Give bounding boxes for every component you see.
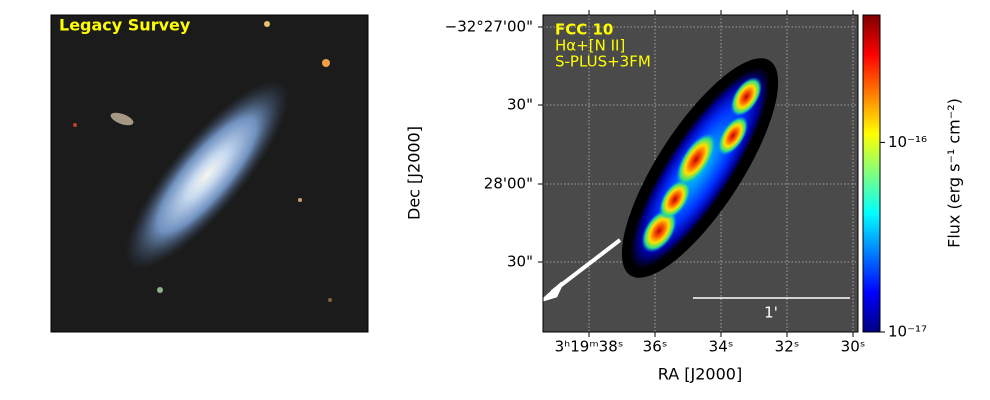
colorbar-tick-label: 10⁻¹⁷ — [888, 323, 927, 341]
y-tick-label: 30" — [507, 253, 533, 271]
y-tick-label: 30" — [507, 96, 533, 114]
x-axis-label: RA [J2000] — [658, 365, 742, 384]
x-tick-label: 30ˢ — [841, 338, 866, 356]
map-title: FCC 10 — [555, 21, 613, 39]
y-tick-label: −32°27'00" — [445, 18, 533, 36]
colorbar-label: Flux (erg s⁻¹ cm⁻²) — [945, 98, 964, 248]
emission-line: Hα+[N II] — [555, 37, 625, 55]
halpha-map: 1' FCC 10 Hα+[N II] S-PLUS+3FM RA [J2000… — [405, 14, 859, 384]
scale-bar-label: 1' — [764, 304, 778, 322]
colorbar: Flux (erg s⁻¹ cm⁻²) 10⁻¹⁷ 10⁻¹⁶ — [862, 14, 964, 341]
panel-label: Legacy Survey — [59, 16, 191, 35]
colorbar-tick-label: 10⁻¹⁶ — [888, 133, 927, 151]
y-tick-label: 28'00" — [484, 175, 533, 193]
x-tick-label: 3ʰ19ᵐ38ˢ — [555, 338, 624, 356]
y-axis-label: Dec [J2000] — [405, 126, 424, 220]
x-tick-label: 36ˢ — [643, 338, 668, 356]
survey: S-PLUS+3FM — [555, 53, 651, 71]
x-tick-label: 34ˢ — [709, 338, 734, 356]
legacy-image: Legacy Survey — [50, 14, 369, 333]
x-tick-label: 32ˢ — [775, 338, 800, 356]
